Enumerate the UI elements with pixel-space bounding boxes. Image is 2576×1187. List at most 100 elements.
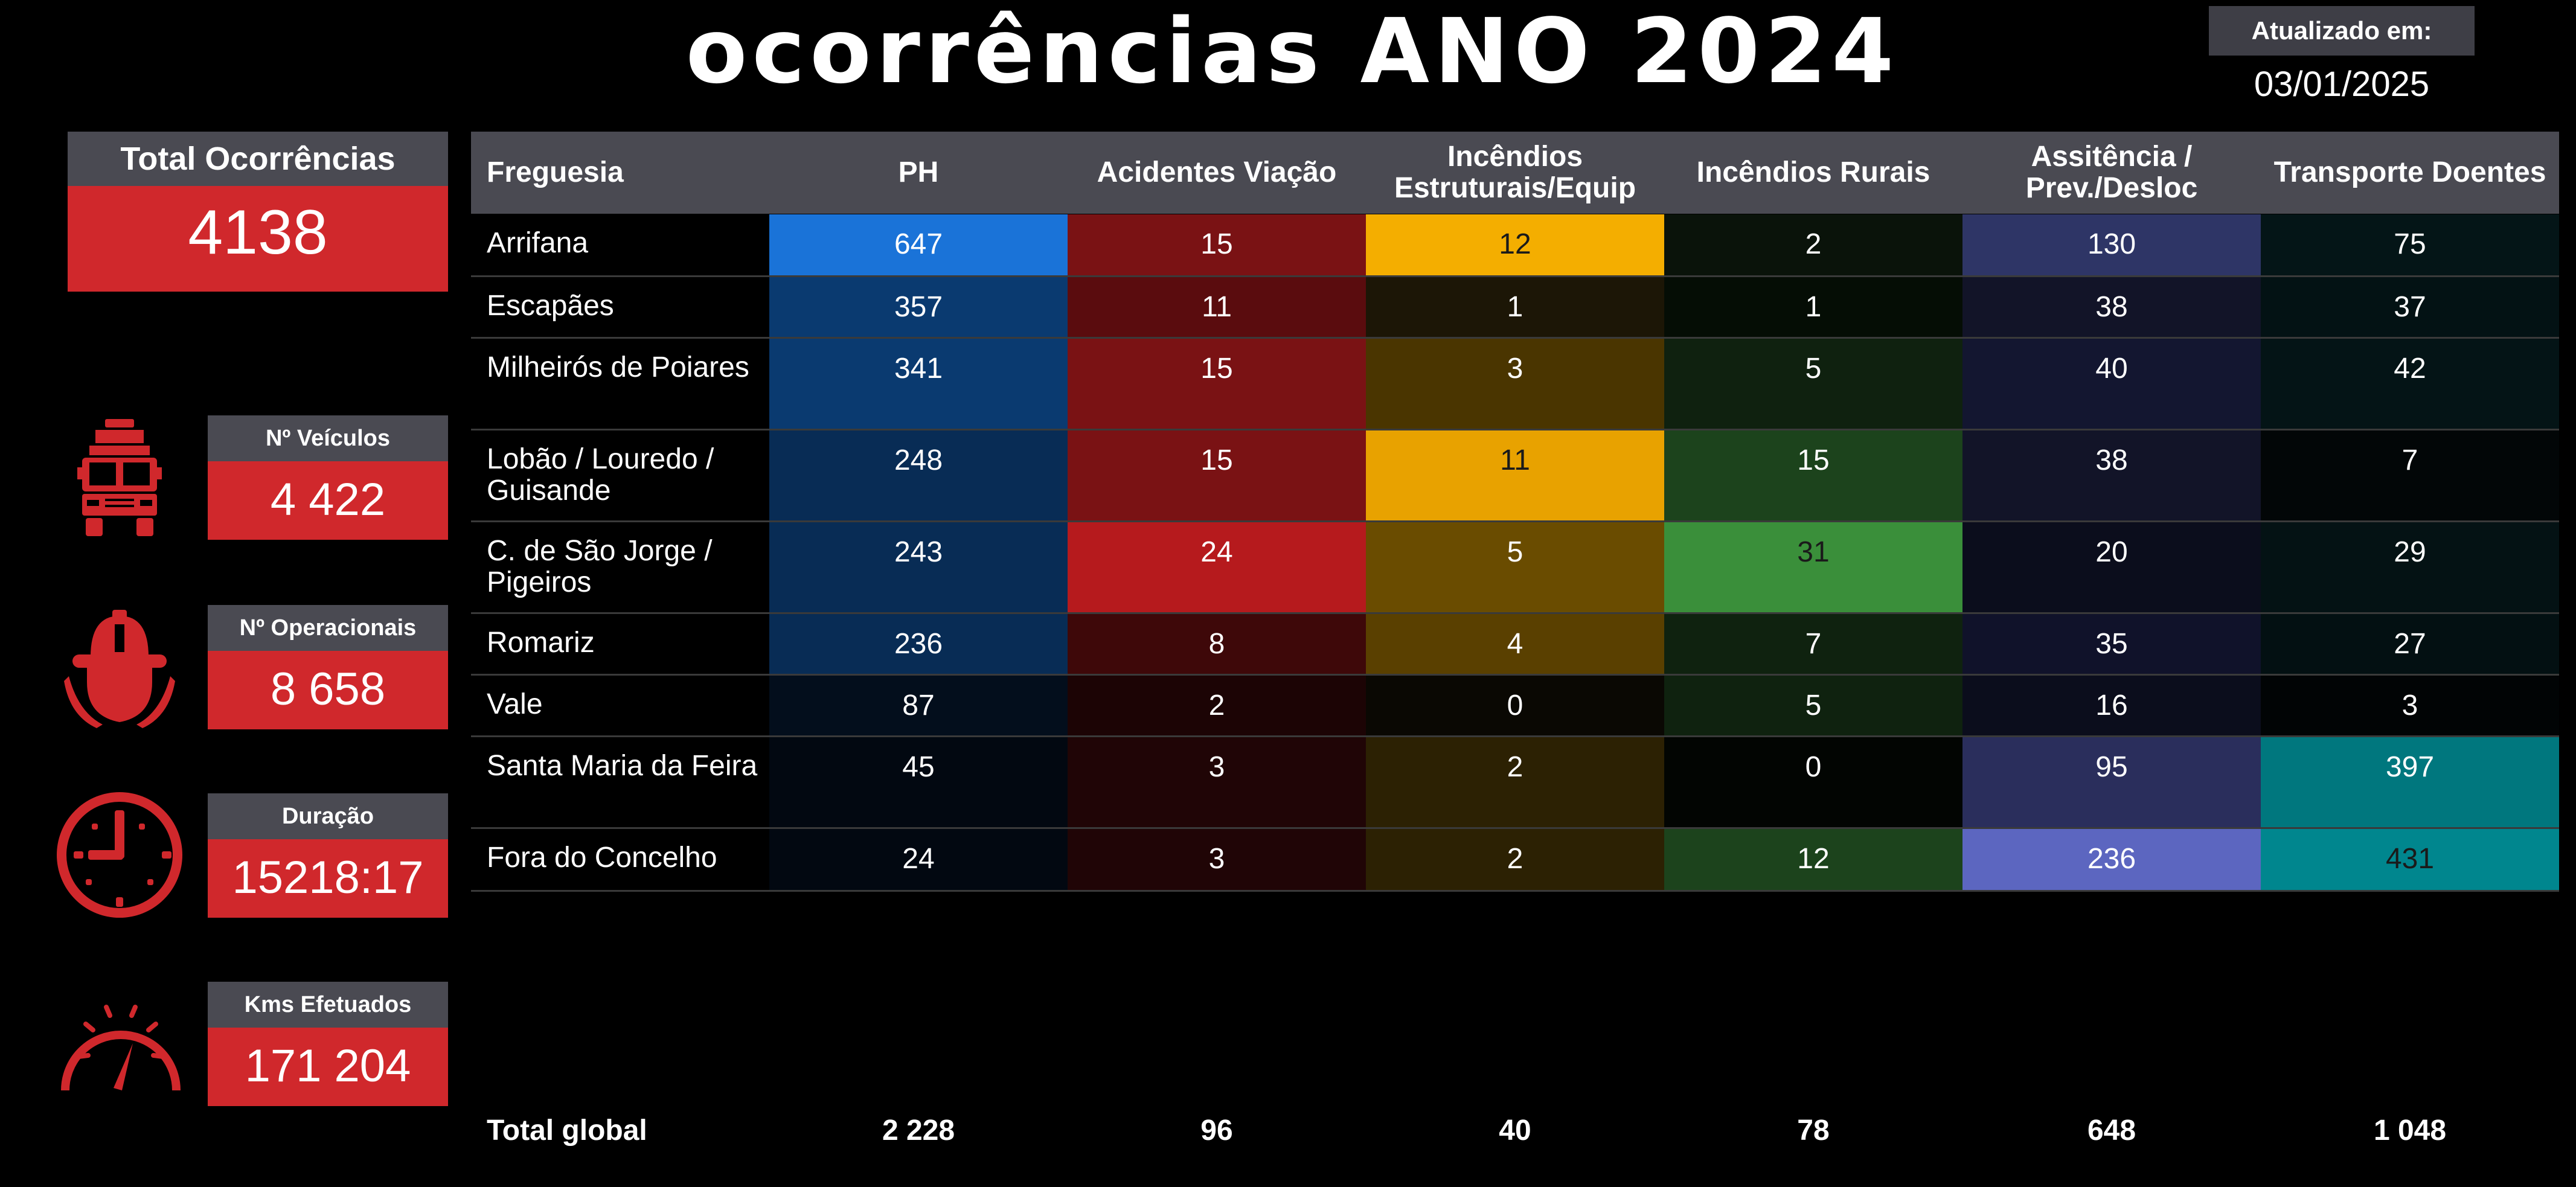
value-cell: 2 — [1664, 214, 1962, 275]
updated-label: Atualizado em: — [2209, 6, 2475, 56]
freguesia-cell: Santa Maria da Feira — [487, 750, 758, 782]
vehicles-value: 4 422 — [208, 461, 448, 540]
updated-date: 03/01/2025 — [2254, 65, 2430, 104]
operationals-label: Nº Operacionais — [208, 605, 448, 651]
table-row: Lobão / Louredo / Guisande 248 15 11 15 38 7 — [471, 430, 2559, 522]
freguesia-cell: Arrifana — [487, 227, 589, 259]
value-cell: 5 — [1366, 522, 1664, 612]
total-occurrences-label: Total Ocorrências — [68, 132, 448, 186]
freguesia-cell: Fora do Concelho — [487, 842, 717, 874]
total-value: 2 228 — [882, 1115, 955, 1147]
value-cell: 31 — [1664, 522, 1962, 612]
value-cell: 8 — [1068, 614, 1366, 674]
value-cell: 12 — [1664, 829, 1962, 890]
value-cell: 3 — [1068, 737, 1366, 827]
value-cell: 0 — [1664, 737, 1962, 827]
vehicles-label: Nº Veículos — [208, 415, 448, 461]
total-value: 96 — [1200, 1115, 1233, 1147]
total-value: 1 048 — [2373, 1115, 2447, 1147]
value-cell: 341 — [769, 339, 1068, 429]
value-cell: 11 — [1366, 430, 1664, 520]
value-cell: 15 — [1068, 339, 1366, 429]
table-row: Milheirós de Poiares 341 15 3 5 40 42 — [471, 339, 2559, 430]
header-0: Freguesia — [471, 132, 769, 214]
value-cell: 1 — [1664, 277, 1962, 337]
value-cell: 130 — [1962, 214, 2261, 275]
header-2: Acidentes Viação — [1068, 132, 1366, 214]
value-cell: 647 — [769, 214, 1068, 275]
clock-icon — [57, 792, 182, 918]
speedometer-icon — [61, 1005, 181, 1091]
header-4: Incêndios Rurais — [1664, 132, 1962, 214]
value-cell: 397 — [2261, 737, 2559, 827]
value-cell: 248 — [769, 430, 1068, 520]
page-title: ocorrências ANO 2024 — [685, 0, 1899, 103]
table-row: Arrifana 647 15 12 2 130 75 — [471, 214, 2559, 277]
total-global-label: Total global — [487, 1115, 647, 1147]
freguesia-cell: Vale — [487, 688, 543, 720]
value-cell: 35 — [1962, 614, 2261, 674]
value-cell: 38 — [1962, 277, 2261, 337]
value-cell: 4 — [1366, 614, 1664, 674]
value-cell: 38 — [1962, 430, 2261, 520]
kms-label: Kms Efetuados — [208, 982, 448, 1028]
value-cell: 87 — [769, 676, 1068, 735]
header-6: Transporte Doentes — [2261, 132, 2559, 214]
freguesia-cell: Lobão / Louredo / Guisande — [487, 443, 714, 507]
freguesia-cell: Romariz — [487, 627, 595, 659]
operationals-value: 8 658 — [208, 651, 448, 729]
table-row: Escapães 357 11 1 1 38 37 — [471, 277, 2559, 339]
value-cell: 15 — [1664, 430, 1962, 520]
value-cell: 2 — [1366, 737, 1664, 827]
table-row: Vale 87 2 0 5 16 3 — [471, 676, 2559, 737]
table-row: Fora do Concelho 24 3 2 12 236 431 — [471, 829, 2559, 892]
value-cell: 12 — [1366, 214, 1664, 275]
value-cell: 15 — [1068, 214, 1366, 275]
value-cell: 1 — [1366, 277, 1664, 337]
table-row: Santa Maria da Feira 45 3 2 0 95 397 — [471, 737, 2559, 829]
table-row: Romariz 236 8 4 7 35 27 — [471, 614, 2559, 676]
value-cell: 27 — [2261, 614, 2559, 674]
value-cell: 24 — [769, 829, 1068, 890]
kms-value: 171 204 — [208, 1028, 448, 1106]
header-5: Assitência / Prev./Desloc — [1962, 132, 2261, 214]
freguesia-cell: Escapães — [487, 290, 614, 322]
value-cell: 95 — [1962, 737, 2261, 827]
firefighter-icon — [64, 610, 175, 728]
value-cell: 357 — [769, 277, 1068, 337]
value-cell: 0 — [1366, 676, 1664, 735]
value-cell: 11 — [1068, 277, 1366, 337]
value-cell: 15 — [1068, 430, 1366, 520]
value-cell: 243 — [769, 522, 1068, 612]
value-cell: 7 — [2261, 430, 2559, 520]
duration-label: Duração — [208, 793, 448, 839]
value-cell: 16 — [1962, 676, 2261, 735]
value-cell: 5 — [1664, 339, 1962, 429]
value-cell: 236 — [1962, 829, 2261, 890]
value-cell: 5 — [1664, 676, 1962, 735]
value-cell: 3 — [1068, 829, 1366, 890]
value-cell: 2 — [1366, 829, 1664, 890]
header-1: PH — [769, 132, 1068, 214]
value-cell: 20 — [1962, 522, 2261, 612]
value-cell: 3 — [1366, 339, 1664, 429]
value-cell: 42 — [2261, 339, 2559, 429]
value-cell: 3 — [2261, 676, 2559, 735]
table-row: C. de São Jorge / Pigeiros 243 24 5 31 20 29 — [471, 522, 2559, 614]
value-cell: 45 — [769, 737, 1068, 827]
total-value: 40 — [1499, 1115, 1531, 1147]
header-3: Incêndios Estruturais/Equip — [1366, 132, 1664, 214]
value-cell: 431 — [2261, 829, 2559, 890]
value-cell: 24 — [1068, 522, 1366, 612]
freguesia-cell: C. de São Jorge / Pigeiros — [487, 535, 713, 598]
fire-truck-icon — [77, 419, 162, 536]
value-cell: 75 — [2261, 214, 2559, 275]
total-value: 78 — [1797, 1115, 1830, 1147]
value-cell: 236 — [769, 614, 1068, 674]
total-value: 648 — [2087, 1115, 2136, 1147]
duration-value: 15218:17 — [208, 839, 448, 918]
value-cell: 40 — [1962, 339, 2261, 429]
value-cell: 37 — [2261, 277, 2559, 337]
value-cell: 2 — [1068, 676, 1366, 735]
value-cell: 7 — [1664, 614, 1962, 674]
